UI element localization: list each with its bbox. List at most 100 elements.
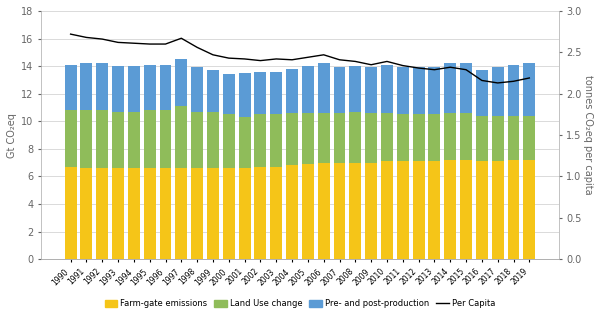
Bar [476,161,488,259]
Bar [175,59,187,106]
Per Capita [98,37,106,41]
Per Capita [510,79,517,83]
Per Capita [304,55,311,59]
Bar [160,168,172,259]
Bar [65,167,77,259]
Bar [191,168,203,259]
Bar [413,114,425,161]
Per Capita [194,46,201,49]
Bar [112,168,124,259]
Bar [460,64,472,113]
Bar [523,116,535,160]
Bar [397,161,409,259]
Bar [112,66,124,112]
Bar [160,110,172,168]
Per Capita [399,64,406,67]
Bar [254,72,266,114]
Per Capita [178,36,185,40]
Bar [318,113,329,163]
Bar [128,112,140,168]
Bar [492,161,503,259]
Bar [476,70,488,116]
Per Capita [209,53,217,57]
Bar [334,163,346,259]
Bar [349,112,361,163]
Bar [191,68,203,112]
Bar [80,168,92,259]
Y-axis label: tonnes CO₂eq per capita: tonnes CO₂eq per capita [583,75,593,195]
Bar [144,168,155,259]
Bar [428,114,440,161]
Per Capita [352,59,359,63]
Bar [144,65,155,110]
Per Capita [257,59,264,63]
Bar [365,68,377,113]
Bar [65,110,77,167]
Bar [207,70,219,112]
Bar [223,74,235,114]
Bar [365,113,377,163]
Bar [523,160,535,259]
Bar [318,163,329,259]
Per Capita [526,76,533,80]
Bar [492,116,503,161]
Bar [349,66,361,112]
Per Capita [289,58,296,62]
Bar [492,68,503,116]
Per Capita [225,56,232,60]
Bar [381,113,393,161]
Bar [302,66,314,113]
Bar [271,114,282,167]
Bar [254,167,266,259]
Bar [476,116,488,161]
Bar [207,168,219,259]
Bar [318,64,329,113]
Per Capita [146,42,153,46]
Bar [96,168,108,259]
Per Capita [336,58,343,62]
Bar [508,160,520,259]
Bar [286,166,298,259]
Bar [223,114,235,168]
Legend: Farm-gate emissions, Land Use change, Pre- and post-production, Per Capita: Farm-gate emissions, Land Use change, Pr… [101,296,499,312]
Bar [381,161,393,259]
Bar [508,65,520,116]
Per Capita [320,53,327,57]
Bar [239,117,251,168]
Bar [413,161,425,259]
Bar [445,160,456,259]
Bar [65,65,77,110]
Per Capita [463,68,470,72]
Bar [80,110,92,168]
Bar [445,64,456,113]
Bar [271,167,282,259]
Bar [271,72,282,114]
Bar [223,168,235,259]
Bar [302,113,314,164]
Bar [239,168,251,259]
Per Capita [383,59,391,63]
Bar [128,168,140,259]
Bar [413,68,425,114]
Line: Per Capita: Per Capita [71,34,529,83]
Bar [460,113,472,160]
Per Capita [446,65,454,69]
Bar [175,106,187,168]
Bar [397,114,409,161]
Bar [239,73,251,117]
Per Capita [478,79,485,82]
Per Capita [162,42,169,46]
Bar [460,160,472,259]
Per Capita [241,57,248,61]
Bar [96,110,108,168]
Bar [160,65,172,110]
Bar [128,66,140,112]
Bar [286,69,298,113]
Bar [207,112,219,168]
Per Capita [130,41,137,45]
Per Capita [494,81,502,85]
Bar [112,112,124,168]
Bar [523,64,535,116]
Bar [80,64,92,110]
Bar [254,114,266,167]
